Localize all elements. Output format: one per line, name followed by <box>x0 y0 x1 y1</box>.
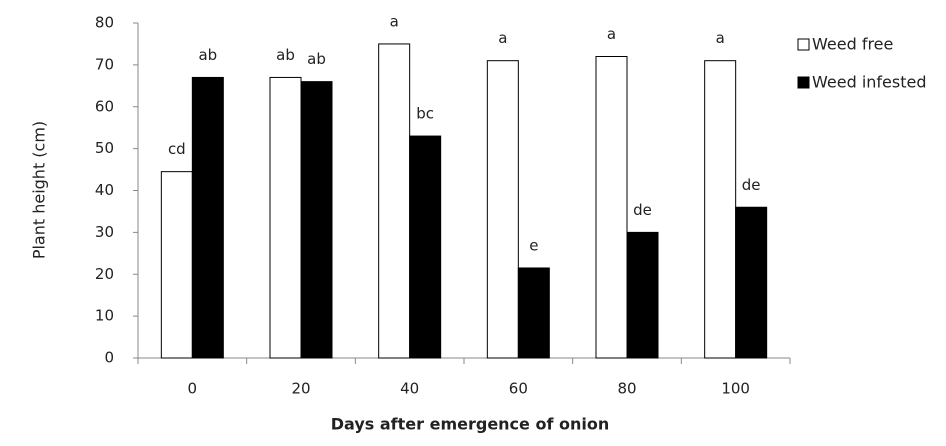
x-tick-label: 80 <box>617 380 636 398</box>
bar <box>269 76 302 359</box>
bar-letter: a <box>498 29 507 47</box>
bar-letter: ab <box>276 46 295 64</box>
legend-swatch <box>797 38 810 51</box>
y-tick-label: 30 <box>95 223 114 241</box>
bar <box>409 135 442 359</box>
bar-letter: de <box>742 176 761 194</box>
bar <box>595 56 628 359</box>
x-tick-label: 100 <box>721 380 750 398</box>
bar <box>626 231 659 359</box>
legend-swatch <box>797 76 810 89</box>
bar <box>160 171 193 359</box>
bar <box>486 60 519 359</box>
x-tick-label: 60 <box>509 380 528 398</box>
bar <box>378 43 411 359</box>
x-tick-label: 0 <box>188 380 198 398</box>
y-tick-label: 40 <box>95 181 114 199</box>
bar-letter: bc <box>416 105 434 123</box>
bar-letter: cd <box>168 140 186 158</box>
legend-label: Weed free <box>812 35 893 54</box>
bar-letter: a <box>607 25 616 43</box>
bar <box>517 267 550 359</box>
bar-letter: ab <box>198 46 217 64</box>
x-tick-label: 40 <box>400 380 419 398</box>
y-tick-label: 80 <box>95 14 114 32</box>
y-tick-label: 0 <box>104 349 114 367</box>
bar <box>191 76 224 359</box>
bar-letter: a <box>716 29 725 47</box>
legend-label: Weed infested <box>812 73 926 92</box>
x-tick-label: 20 <box>291 380 310 398</box>
bar <box>735 206 768 359</box>
y-tick-label: 10 <box>95 307 114 325</box>
y-tick-label: 20 <box>95 265 114 283</box>
y-tick-label: 60 <box>95 97 114 115</box>
bar-letter: e <box>529 236 538 254</box>
bar <box>704 60 737 359</box>
y-tick-label: 70 <box>95 55 114 73</box>
y-axis-label: Plant height (cm) <box>30 121 49 259</box>
bar-letter: a <box>390 12 399 30</box>
y-tick-label: 50 <box>95 139 114 157</box>
bar-letter: de <box>633 201 652 219</box>
bar <box>300 81 333 359</box>
bar-letter: ab <box>307 50 326 68</box>
x-axis-label: Days after emergence of onion <box>331 415 609 434</box>
